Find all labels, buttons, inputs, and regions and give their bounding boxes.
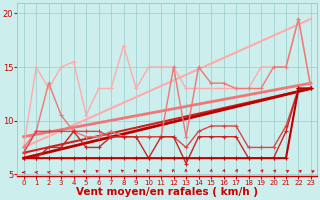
X-axis label: Vent moyen/en rafales ( km/h ): Vent moyen/en rafales ( km/h ) xyxy=(76,187,258,197)
